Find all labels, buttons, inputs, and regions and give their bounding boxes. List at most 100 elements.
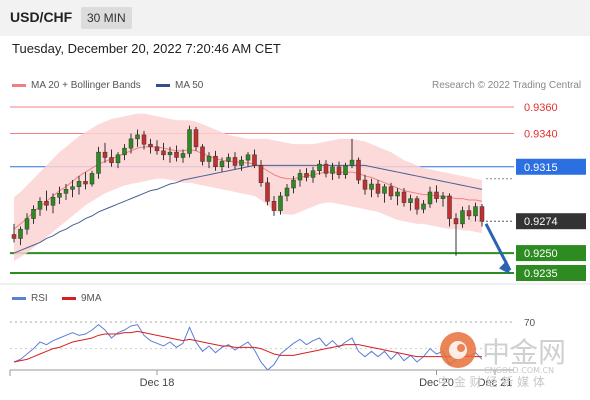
candle-body: [24, 218, 30, 230]
candle-body: [83, 181, 88, 185]
candle-body: [388, 186, 394, 197]
candle-body: [115, 154, 121, 164]
candle-body: [154, 146, 160, 152]
candle-body: [343, 165, 348, 175]
price-tag-target: [516, 265, 586, 281]
candle-body: [232, 157, 238, 166]
candle-body: [356, 159, 361, 181]
candle-body: [375, 183, 381, 194]
candle-body: [427, 191, 433, 205]
legend-rsi: RSI: [12, 293, 48, 304]
candle-body: [37, 201, 43, 210]
candle-body: [466, 210, 472, 217]
legend-ma50-label: MA 50: [175, 80, 204, 91]
rsi-level-label: 70: [524, 318, 536, 329]
candle-body: [421, 203, 426, 210]
candle-body: [167, 151, 173, 156]
candle-body: [382, 186, 387, 194]
candle-body: [109, 157, 114, 164]
legend-ma20-label: MA 20 + Bollinger Bands: [31, 80, 141, 91]
candle-body: [401, 191, 407, 203]
candle-body: [50, 197, 56, 206]
price-label-target: 0.9235: [524, 268, 558, 280]
candle-body: [226, 157, 231, 162]
candle-body: [284, 187, 290, 197]
candle-body: [44, 201, 49, 206]
candle-body: [395, 191, 400, 197]
candle-body: [219, 161, 225, 168]
bollinger-band: [14, 113, 482, 262]
candle-body: [440, 195, 446, 199]
candle-body: [187, 129, 192, 154]
legend-rsi-label: RSI: [31, 293, 48, 304]
candle-body: [57, 193, 62, 198]
price-tag-pivot: [516, 158, 586, 175]
price-tag-target: [516, 245, 586, 262]
candle-body: [252, 154, 257, 166]
source-credit: Research © 2022 Trading Central: [432, 80, 582, 91]
candle-body: [135, 134, 140, 140]
symbol-label: USD/CHF: [10, 9, 73, 25]
candle-body: [349, 159, 355, 166]
candle-body: [479, 206, 485, 222]
candle-body: [317, 163, 322, 171]
candle-body: [310, 170, 316, 178]
legend-ma50: MA 50: [156, 80, 203, 91]
price-label-resistance: 0.9340: [524, 129, 558, 141]
candle-body: [245, 154, 251, 161]
forecast-arrowhead: [499, 260, 510, 275]
rsi-line: [13, 324, 483, 371]
x-tick-label: Dec 18: [140, 377, 175, 389]
candle-body: [336, 166, 342, 175]
candle-body: [70, 186, 75, 190]
ma50-swatch: [156, 83, 170, 87]
watermark-logo: 中金网 CNGOLD.COM.CN 中 金 财 经 新 媒 体: [438, 332, 566, 389]
candle-body: [460, 210, 465, 225]
legend-9ma: 9MA: [62, 293, 102, 304]
price-label-last: 0.9274: [524, 216, 558, 228]
candle-body: [369, 183, 374, 190]
ma20-swatch: [12, 83, 26, 87]
candle-body: [193, 129, 199, 148]
candle-body: [414, 198, 420, 210]
price-label-target: 0.9250: [524, 248, 558, 260]
legend-9ma-label: 9MA: [81, 293, 102, 304]
candle-body: [89, 173, 95, 185]
candle-body: [271, 201, 277, 211]
candle-body: [161, 150, 166, 156]
candle-body: [447, 195, 452, 219]
candle-body: [18, 228, 23, 239]
candle-body: [291, 179, 296, 189]
candle-body: [180, 153, 186, 158]
candle-body: [323, 163, 329, 174]
ma9-swatch: [62, 296, 76, 300]
legend-ma20: MA 20 + Bollinger Bands: [12, 80, 141, 91]
price-label-pivot: 0.9315: [524, 162, 558, 174]
candle-body: [278, 195, 283, 211]
candle-body: [102, 151, 108, 158]
candle-body: [213, 155, 218, 168]
candle-body: [141, 134, 147, 145]
candle-body: [304, 173, 309, 178]
x-tick-label: Dec 21: [478, 377, 513, 389]
price-label-resistance: 0.9360: [524, 102, 558, 114]
watermark-tagline: 中 金 财 经 新 媒 体: [438, 374, 545, 389]
candle-body: [265, 182, 270, 202]
candle-body: [434, 191, 439, 199]
candle-body: [453, 218, 459, 225]
candle-body: [297, 173, 303, 181]
watermark-site: CNGOLD.COM.CN: [484, 366, 554, 375]
candle-body: [206, 155, 212, 162]
timestamp: Tuesday, December 20, 2022 7:20:46 AM CE…: [12, 41, 281, 56]
candle-body: [63, 189, 69, 194]
price-tag-last: [516, 213, 586, 230]
candle-body: [96, 151, 101, 174]
rsi-swatch: [12, 296, 26, 300]
candle-body: [128, 138, 134, 149]
rsi-ma9-line: [13, 330, 482, 363]
timeframe-button[interactable]: 30 MIN: [81, 7, 132, 29]
candle-body: [258, 165, 264, 183]
candle-body: [200, 146, 205, 162]
x-tick-label: Dec 20: [419, 377, 454, 389]
